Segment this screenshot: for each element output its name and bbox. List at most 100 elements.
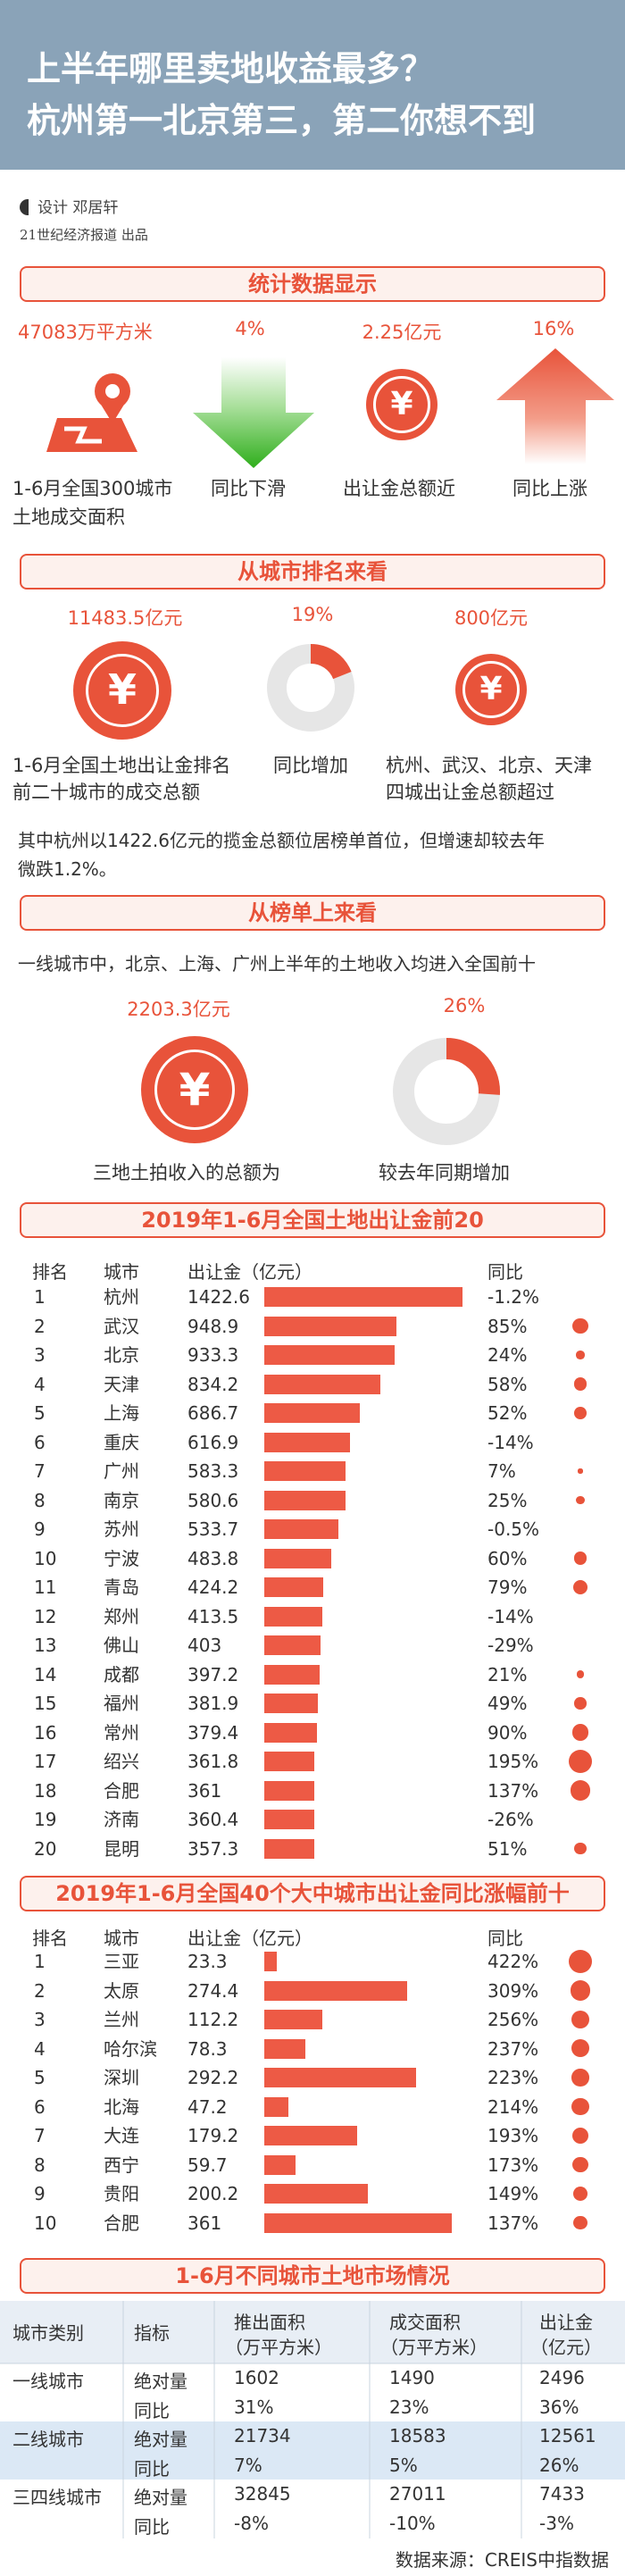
table-row-yoy: 24% bbox=[488, 1344, 528, 1366]
table-row-rank: 9 bbox=[34, 2183, 46, 2204]
table-row-growth-dot bbox=[571, 2069, 589, 2087]
table-row-growth-dot bbox=[574, 1407, 587, 1419]
table-row-bar bbox=[264, 1548, 332, 1568]
table-row-growth-dot bbox=[571, 2010, 590, 2029]
table-row-amount: 1422.6 bbox=[188, 1286, 250, 1308]
data-source: 数据来源：CREIS中指数据 bbox=[395, 2549, 609, 2571]
table-row-city: 深圳 bbox=[104, 2067, 139, 2088]
table-row-yoy: 309% bbox=[488, 1979, 539, 2002]
table-row-city: 绍兴 bbox=[104, 1751, 139, 1772]
table-row-amount: 933.3 bbox=[188, 1344, 239, 1366]
page-title-line2: 杭州第一北京第三，第二你想不到 bbox=[27, 101, 537, 140]
table-row-amount: 483.8 bbox=[188, 1547, 239, 1569]
table-row-rank: 4 bbox=[34, 2037, 46, 2060]
table-row-growth-dot bbox=[574, 1697, 587, 1710]
table-row-city: 苏州 bbox=[104, 1518, 139, 1540]
table-row-amount: 179.2 bbox=[188, 2125, 239, 2146]
table-row-rank: 7 bbox=[34, 1460, 46, 1482]
table-row-offered: 31% bbox=[234, 2396, 274, 2418]
hangzhou-note-1: 其中杭州以1422.6亿元的揽金总额位居榜单首位，但增速却较去年 bbox=[18, 830, 545, 851]
publisher-credit: 21世纪经济报道 出品 bbox=[20, 227, 148, 243]
table3-header-revenue-2: （亿元） bbox=[530, 2337, 602, 2358]
stat-tier1-growth-value: 26% bbox=[443, 995, 486, 1016]
table-row-bar bbox=[264, 1287, 462, 1307]
stat-top20-value: 11483.5亿元 bbox=[67, 607, 183, 629]
growth-donut-26 bbox=[393, 1038, 500, 1145]
table-row-rank: 4 bbox=[34, 1373, 46, 1395]
table-row-rank: 6 bbox=[34, 1431, 46, 1453]
table-row-yoy: -26% bbox=[488, 1809, 534, 1830]
table-row-city: 兰州 bbox=[104, 2009, 139, 2030]
table-row-amount: 361 bbox=[188, 2212, 222, 2234]
table-row-amount: 200.2 bbox=[188, 2183, 239, 2204]
stat-tier1-total-value: 2203.3亿元 bbox=[127, 999, 230, 1020]
table-row-amount: 357.3 bbox=[188, 1837, 239, 1860]
table-row-yoy: 214% bbox=[488, 2095, 539, 2118]
table-row-revenue: -3% bbox=[539, 2513, 574, 2534]
table-row-amount: 23.3 bbox=[188, 1951, 228, 1972]
table3-grid-lines bbox=[0, 2301, 625, 2538]
stat-four-cities-label-2: 四城出让金总额超过 bbox=[386, 782, 554, 803]
table-row-amount: 274.4 bbox=[188, 1979, 239, 2002]
section3-banner: 从榜单上来看 bbox=[20, 895, 605, 931]
down-arrow-icon bbox=[193, 357, 314, 468]
table-row-amount: 361 bbox=[188, 1779, 222, 1802]
table-row-yoy: 21% bbox=[488, 1663, 528, 1685]
table-row-sold: 1490 bbox=[389, 2367, 435, 2388]
table3-header-offered-1: 推出面积 bbox=[234, 2312, 305, 2333]
table-row-amount: 78.3 bbox=[188, 2037, 228, 2060]
hangzhou-note-2: 微跌1.2%。 bbox=[18, 858, 117, 880]
table-row-rank: 16 bbox=[34, 1721, 57, 1744]
table-row-yoy: 237% bbox=[488, 2037, 539, 2060]
table-row-metric: 同比 bbox=[134, 2516, 170, 2538]
table-row-bar bbox=[264, 1980, 407, 2001]
stat-rise-value: 16% bbox=[532, 318, 575, 339]
table-row-metric: 同比 bbox=[134, 2399, 170, 2421]
stat-land-area-label-2: 土地成交面积 bbox=[12, 506, 125, 528]
stat-land-area-label-1: 1-6月全国300城市 bbox=[12, 478, 173, 499]
table-row-amount: 360.4 bbox=[188, 1809, 239, 1830]
table-row-bar bbox=[264, 1345, 395, 1365]
page-title-line1: 上半年哪里卖地收益最多？ bbox=[27, 49, 435, 88]
table-row-rank: 11 bbox=[34, 1577, 57, 1598]
table-row-yoy: 60% bbox=[488, 1547, 528, 1569]
table-row-revenue: 26% bbox=[539, 2454, 579, 2476]
table-row-rank: 8 bbox=[34, 1489, 46, 1511]
table-row-sold: 18583 bbox=[389, 2425, 446, 2447]
table-row-yoy: 173% bbox=[488, 2154, 539, 2176]
table-row-city: 常州 bbox=[104, 1721, 139, 1744]
table1-header-yoy: 同比 bbox=[488, 1261, 523, 1283]
table-row-growth-dot bbox=[576, 1495, 585, 1505]
table-row-amount: 381.9 bbox=[188, 1693, 239, 1714]
yen-icon: ¥ bbox=[73, 641, 171, 740]
table-row-city: 哈尔滨 bbox=[104, 2037, 157, 2060]
table-row-rank: 9 bbox=[34, 1518, 46, 1540]
table-row-yoy: 137% bbox=[488, 1779, 539, 1802]
stat-tier1-total-label: 三地土拍收入的总额为 bbox=[93, 1162, 280, 1183]
stat-rise-label: 同比上涨 bbox=[512, 478, 588, 499]
table-row-growth-dot bbox=[574, 1842, 587, 1855]
table-row-offered: 21734 bbox=[234, 2425, 291, 2447]
stat-revenue-value: 2.25亿元 bbox=[362, 322, 442, 343]
table-row-growth-dot bbox=[573, 1551, 588, 1565]
table-row-amount: 59.7 bbox=[188, 2154, 228, 2176]
table-row-amount: 292.2 bbox=[188, 2067, 239, 2088]
section3-intro: 一线城市中，北京、上海、广州上半年的土地收入均进入全国前十 bbox=[18, 953, 536, 974]
table-row-rank: 6 bbox=[34, 2095, 46, 2118]
table-row-growth-dot bbox=[576, 1351, 585, 1359]
section1-banner: 统计数据显示 bbox=[20, 266, 605, 302]
land-location-icon bbox=[46, 373, 138, 452]
table2-banner: 2019年1-6月全国40个大中城市出让金同比涨幅前十 bbox=[20, 1876, 605, 1911]
table-row-bar bbox=[264, 1752, 315, 1771]
table-row-bar bbox=[264, 1780, 315, 1801]
table-row-yoy: -1.2% bbox=[488, 1286, 540, 1308]
table-row-city: 贵阳 bbox=[104, 2183, 139, 2204]
table-row-rank: 12 bbox=[34, 1605, 57, 1627]
table-row-city: 青岛 bbox=[104, 1577, 139, 1598]
table-row-growth-dot bbox=[570, 1980, 591, 2001]
table-row-rank: 5 bbox=[34, 2067, 46, 2088]
table3-banner: 1-6月不同城市土地市场情况 bbox=[20, 2258, 605, 2294]
table-row: 同比 31% 23% 36% bbox=[0, 2392, 625, 2422]
table-row-growth-dot bbox=[573, 1377, 588, 1391]
stat-top20-label-1: 1-6月全国土地出让金排名 bbox=[12, 755, 231, 776]
